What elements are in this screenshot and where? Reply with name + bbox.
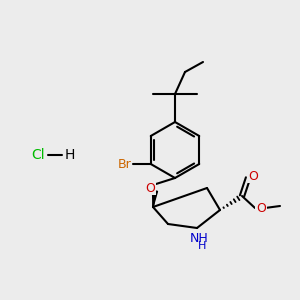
Text: O: O [256,202,266,214]
Text: H: H [198,241,206,251]
Polygon shape [152,191,158,207]
Text: Cl: Cl [31,148,45,162]
Text: Br: Br [118,158,132,170]
Text: NH: NH [190,232,208,244]
Text: H: H [65,148,75,162]
Text: O: O [248,169,258,182]
Text: O: O [145,182,155,194]
